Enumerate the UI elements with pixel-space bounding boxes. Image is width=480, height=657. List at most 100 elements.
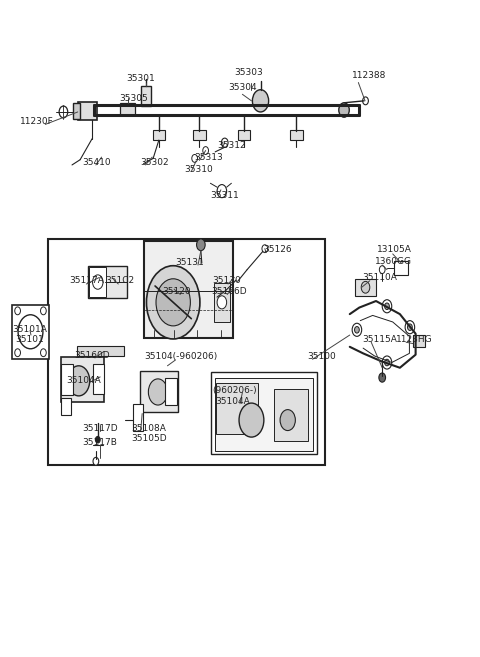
- Bar: [214, 283, 230, 322]
- Circle shape: [379, 373, 385, 382]
- Circle shape: [384, 359, 389, 366]
- Circle shape: [68, 366, 90, 396]
- Circle shape: [384, 303, 389, 309]
- Circle shape: [339, 102, 349, 117]
- Text: 35105D: 35105D: [131, 434, 167, 443]
- Bar: [193, 130, 205, 140]
- Text: (960206-): (960206-): [212, 386, 257, 396]
- Circle shape: [239, 403, 264, 437]
- Text: 11230F: 11230F: [20, 117, 53, 125]
- Bar: [89, 267, 107, 297]
- Circle shape: [361, 281, 370, 293]
- Text: 1360GG: 1360GG: [374, 257, 411, 265]
- Circle shape: [262, 245, 268, 252]
- Circle shape: [156, 279, 191, 326]
- Circle shape: [15, 307, 21, 315]
- Circle shape: [382, 356, 392, 369]
- Circle shape: [355, 327, 360, 333]
- Bar: [140, 371, 178, 411]
- Bar: [61, 364, 73, 396]
- Bar: [216, 384, 258, 434]
- Circle shape: [146, 265, 200, 339]
- Circle shape: [221, 138, 228, 147]
- Circle shape: [379, 265, 385, 273]
- Circle shape: [197, 239, 205, 251]
- Bar: [141, 87, 151, 106]
- Circle shape: [352, 323, 362, 336]
- Text: 35117A: 35117A: [69, 277, 104, 285]
- Text: 35313: 35313: [194, 152, 223, 162]
- Text: 35106D: 35106D: [211, 288, 247, 296]
- Text: 35304: 35304: [228, 83, 257, 93]
- Circle shape: [217, 185, 227, 198]
- Bar: [394, 261, 408, 275]
- Text: 35108A: 35108A: [131, 424, 166, 432]
- Circle shape: [280, 409, 295, 430]
- Circle shape: [148, 379, 168, 405]
- Text: 35303: 35303: [234, 68, 263, 78]
- Text: 13105A: 13105A: [376, 245, 411, 254]
- Text: 35115A: 35115A: [362, 334, 397, 344]
- Text: 35312: 35312: [217, 141, 246, 150]
- Bar: [238, 130, 250, 140]
- Text: 35131: 35131: [176, 258, 204, 267]
- Text: 35101: 35101: [16, 334, 45, 344]
- Bar: [120, 103, 135, 115]
- Text: 35100: 35100: [308, 352, 336, 361]
- Text: 35311: 35311: [210, 191, 239, 200]
- Bar: [275, 389, 308, 441]
- Bar: [290, 130, 302, 140]
- Text: 35305: 35305: [120, 94, 148, 102]
- Text: 35104A: 35104A: [215, 397, 250, 406]
- Circle shape: [40, 349, 46, 357]
- Circle shape: [408, 324, 412, 330]
- Text: 35104A: 35104A: [66, 376, 101, 385]
- Bar: [93, 364, 104, 394]
- Circle shape: [203, 147, 208, 154]
- Bar: [73, 103, 80, 119]
- Circle shape: [15, 349, 21, 357]
- Bar: [356, 279, 375, 296]
- Text: 35117B: 35117B: [83, 438, 118, 447]
- Circle shape: [192, 154, 198, 162]
- Text: 35110A: 35110A: [362, 273, 397, 282]
- Bar: [132, 404, 143, 431]
- Text: 35160D: 35160D: [74, 351, 109, 360]
- Bar: [77, 346, 123, 356]
- Text: 1123HG: 1123HG: [396, 334, 432, 344]
- Text: 35104(-960206): 35104(-960206): [144, 352, 218, 361]
- Bar: [165, 378, 177, 405]
- Circle shape: [93, 275, 103, 289]
- Circle shape: [363, 97, 368, 104]
- Text: 35301: 35301: [126, 74, 155, 83]
- Text: 112388: 112388: [352, 71, 386, 80]
- Circle shape: [382, 300, 392, 313]
- Bar: [413, 335, 425, 348]
- Bar: [78, 102, 97, 120]
- Circle shape: [217, 296, 227, 309]
- Bar: [215, 378, 313, 451]
- Bar: [144, 241, 233, 338]
- Text: 35302: 35302: [140, 158, 168, 167]
- Text: 35130: 35130: [212, 277, 241, 285]
- Bar: [153, 130, 165, 140]
- Text: 35101A: 35101A: [12, 325, 47, 334]
- Circle shape: [93, 457, 99, 465]
- Circle shape: [18, 315, 43, 349]
- Bar: [61, 357, 104, 402]
- Bar: [12, 305, 49, 359]
- Text: 351C2: 351C2: [106, 277, 134, 285]
- Bar: [48, 239, 325, 464]
- Circle shape: [405, 321, 415, 334]
- Text: 35117D: 35117D: [83, 424, 118, 432]
- Text: 35120: 35120: [163, 288, 192, 296]
- Bar: [61, 398, 71, 415]
- Circle shape: [96, 436, 100, 443]
- Bar: [88, 265, 127, 298]
- Text: 35310: 35310: [184, 165, 213, 174]
- Text: 35126: 35126: [263, 245, 291, 254]
- Circle shape: [252, 90, 269, 112]
- Bar: [211, 373, 317, 454]
- Circle shape: [59, 106, 68, 118]
- Circle shape: [40, 307, 46, 315]
